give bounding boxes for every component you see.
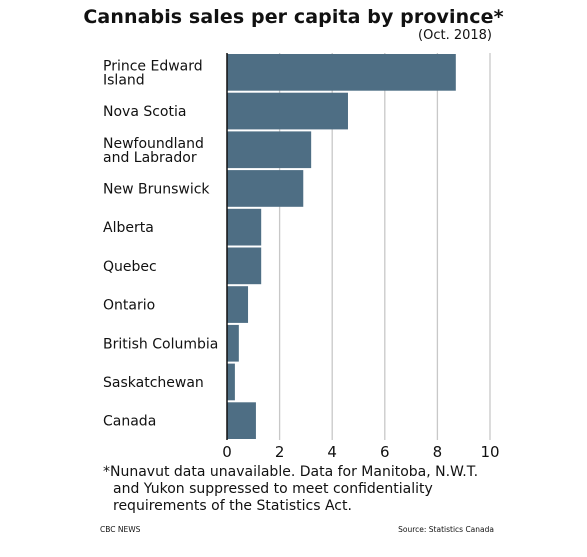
category-label-0-line-2: Island: [103, 72, 145, 88]
bar-4: [227, 208, 262, 246]
category-label-2-line-1: Newfoundland: [103, 136, 204, 152]
bar-9: [227, 402, 256, 439]
credit-source: Source: Statistics Canada: [398, 525, 494, 534]
chart-title: Cannabis sales per capita by province*: [83, 6, 504, 28]
x-tick-label-6: 6: [380, 443, 390, 461]
x-tick-label-8: 8: [433, 443, 443, 461]
category-label-2-line-2: and Labrador: [103, 150, 197, 166]
credit-cbc-news: CBC NEWS: [100, 525, 141, 534]
bar-6: [227, 286, 249, 323]
category-label-7: British Columbia: [103, 336, 218, 352]
x-tick-label-0: 0: [222, 443, 232, 461]
category-label-9: Canada: [103, 414, 156, 430]
chart-subtitle: (Oct. 2018): [418, 28, 492, 43]
category-label-4: Alberta: [103, 220, 154, 236]
category-label-6: Ontario: [103, 298, 155, 314]
category-label-3: New Brunswick: [103, 181, 210, 197]
x-tick-label-10: 10: [480, 443, 499, 461]
x-tick-label-4: 4: [327, 443, 337, 461]
category-label-1: Nova Scotia: [103, 104, 186, 120]
bar-8: [227, 363, 235, 401]
footnote-line-3: requirements of the Statistics Act.: [113, 498, 352, 514]
x-tick-label-2: 2: [275, 443, 285, 461]
bar-7: [227, 324, 239, 362]
bar-0: [227, 54, 456, 91]
footnote-line-1: *Nunavut data unavailable. Data for Mani…: [103, 464, 479, 480]
footnote-line-2: and Yukon suppressed to meet confidentia…: [113, 481, 433, 497]
bar-2: [227, 131, 312, 169]
category-label-8: Saskatchewan: [103, 375, 204, 391]
bar-3: [227, 170, 304, 207]
bar-1: [227, 92, 348, 130]
bar-5: [227, 247, 262, 285]
footnote: *Nunavut data unavailable. Data for Mani…: [103, 464, 523, 515]
category-label-0-line-1: Prince Edward: [103, 58, 203, 74]
category-label-5: Quebec: [103, 259, 157, 275]
